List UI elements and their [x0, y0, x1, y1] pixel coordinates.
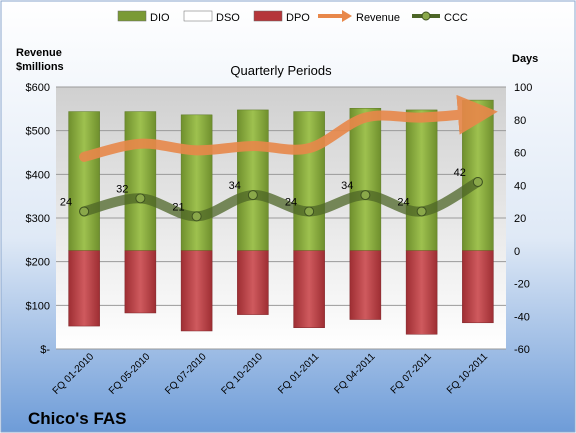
ccc-marker — [360, 190, 371, 201]
left-tick-label: $500 — [26, 126, 50, 138]
dio-bar — [68, 111, 100, 251]
left-tick-label: $200 — [26, 257, 50, 269]
dpo-bar — [349, 250, 382, 320]
left-tick-label: $400 — [26, 169, 50, 181]
right-tick-label: -20 — [514, 279, 530, 291]
right-axis-ticks: -60 -40 -20 0 20 40 60 80 100 — [514, 82, 532, 356]
legend: DIO DSO DPO Revenue CCC — [117, 10, 468, 24]
chart-title: Quarterly Periods — [230, 63, 332, 78]
right-tick-label: 80 — [514, 115, 526, 127]
dpo-bar — [405, 250, 438, 335]
ccc-data-label: 21 — [172, 201, 184, 213]
ccc-data-label: 42 — [454, 167, 466, 179]
ccc-marker — [135, 193, 146, 204]
dio-bar — [180, 114, 213, 252]
left-tick-label: $100 — [26, 300, 50, 312]
ccc-marker — [416, 206, 427, 217]
ccc-data-label: 34 — [229, 180, 241, 192]
legend-swatch — [183, 10, 213, 22]
dpo-bar — [462, 250, 494, 324]
dio-bar — [124, 111, 157, 251]
legend-label: Revenue — [356, 12, 400, 24]
ccc-marker — [472, 176, 483, 187]
company-name: Chico's FAS — [28, 409, 127, 428]
dio-bar — [405, 109, 438, 251]
dio-bar — [462, 99, 494, 251]
legend-label: DPO — [286, 12, 310, 24]
ccc-data-label: 24 — [397, 196, 409, 208]
legend-label: CCC — [444, 12, 468, 24]
legend-label: DIO — [150, 12, 170, 24]
right-tick-label: 0 — [514, 246, 520, 258]
revenue-line — [79, 94, 498, 162]
legend-arrow-head — [342, 10, 352, 22]
dpo-bar — [124, 250, 157, 314]
dpo-bar — [68, 250, 100, 327]
right-tick-label: 100 — [514, 82, 532, 94]
left-tick-label: $600 — [26, 82, 50, 94]
right-tick-label: -40 — [514, 311, 530, 323]
right-tick-label: 20 — [514, 213, 526, 225]
dpo-bar — [293, 250, 325, 328]
ccc-marker — [247, 190, 258, 201]
ccc-data-label: 24 — [285, 196, 297, 208]
left-axis-ticks: $- $100 $200 $300 $400 $500 $600 — [26, 82, 51, 356]
ccc-marker — [304, 206, 315, 217]
left-axis-title-line1: Revenue — [16, 47, 62, 59]
right-tick-label: -60 — [514, 344, 530, 356]
legend-swatch — [253, 10, 283, 22]
ccc-series: 24 32 21 34 24 34 24 42 — [60, 167, 483, 222]
ccc-data-label: 24 — [60, 196, 72, 208]
dpo-bar — [237, 250, 269, 315]
right-axis-title: Days — [512, 53, 538, 65]
ccc-marker — [191, 211, 202, 222]
revenue-series — [79, 94, 498, 162]
legend-marker — [421, 11, 431, 21]
ccc-marker — [79, 206, 90, 217]
left-tick-label: $300 — [26, 213, 50, 225]
dio-bar — [349, 108, 382, 251]
legend-label: DSO — [216, 12, 240, 24]
ccc-data-label: 32 — [116, 183, 128, 195]
ccc-data-label: 34 — [341, 180, 353, 192]
left-axis-title-line2: $millions — [16, 61, 64, 73]
right-tick-label: 60 — [514, 148, 526, 160]
dpo-bar — [180, 250, 213, 332]
dio-bar — [237, 109, 269, 251]
dio-bar — [293, 111, 325, 251]
right-tick-label: 40 — [514, 180, 526, 192]
left-tick-label: $- — [40, 344, 50, 356]
legend-swatch — [117, 10, 147, 22]
